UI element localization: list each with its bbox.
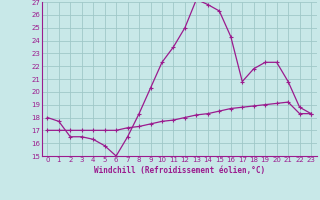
X-axis label: Windchill (Refroidissement éolien,°C): Windchill (Refroidissement éolien,°C)	[94, 166, 265, 175]
